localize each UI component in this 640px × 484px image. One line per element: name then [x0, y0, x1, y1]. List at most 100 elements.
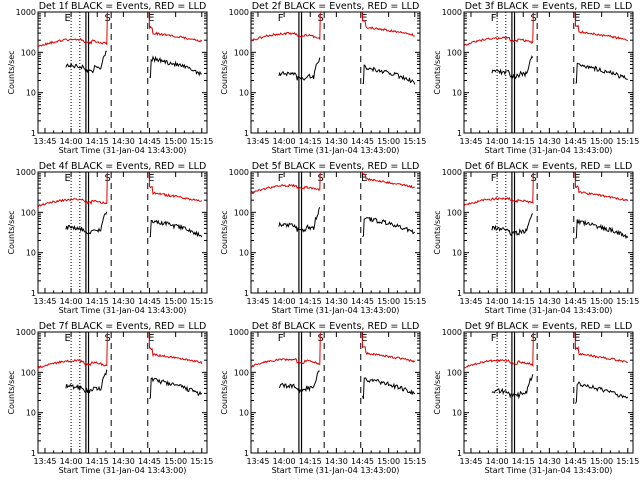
x-tick-label: 15:15: [616, 137, 639, 146]
x-tick-label: 15:15: [616, 297, 639, 306]
x-tick-label: 14:15: [512, 297, 535, 306]
x-tick-label: 14:45: [138, 457, 161, 466]
y-tick-label: 100: [234, 368, 249, 377]
segment-marker-e: E: [361, 333, 367, 344]
x-tick-label: 14:00: [486, 457, 509, 466]
y-axis-label: Counts/sec: [433, 210, 442, 254]
segment-marker-f: F: [278, 173, 284, 184]
x-tick-label: 14:45: [138, 137, 161, 146]
y-tick-label: 100: [21, 208, 36, 217]
x-axis-label: Start Time (31-Jan-04 13:43:00): [485, 306, 613, 315]
x-tick-label: 14:30: [325, 457, 348, 466]
segment-marker-e: E: [64, 333, 70, 344]
x-tick-label: 14:15: [299, 457, 322, 466]
x-tick-label: 15:00: [377, 137, 400, 146]
plot-frame: [37, 11, 208, 134]
x-tick-label: 13:45: [33, 457, 56, 466]
x-axis-label: Start Time (31-Jan-04 13:43:00): [485, 466, 613, 475]
plot-frame: [250, 171, 421, 294]
segment-marker-f: F: [491, 333, 497, 344]
y-tick-label: 1000: [229, 8, 249, 17]
x-tick-label: 14:45: [351, 297, 374, 306]
x-tick-label: 15:15: [616, 457, 639, 466]
x-axis-label: Start Time (31-Jan-04 13:43:00): [59, 306, 187, 315]
x-axis-label: Start Time (31-Jan-04 13:43:00): [59, 146, 187, 155]
x-axis-label: Start Time (31-Jan-04 13:43:00): [59, 466, 187, 475]
y-tick-label: 10: [26, 409, 36, 418]
x-axis-label: Start Time (31-Jan-04 13:43:00): [485, 146, 613, 155]
panel-2: Det 2f BLACK = Events, RED = LLD 1 10 100 10…: [220, 1, 426, 155]
series-lld: [251, 332, 416, 368]
y-tick-label: 10: [26, 249, 36, 258]
y-tick-label: 1000: [16, 8, 36, 17]
y-axis-label: Counts/sec: [220, 50, 229, 94]
panel-8: Det 8f BLACK = Events, RED = LLD 1 10 100 10…: [220, 321, 426, 475]
series-lld: [464, 12, 629, 47]
y-tick-label: 100: [234, 48, 249, 57]
x-tick-label: 14:15: [299, 297, 322, 306]
plot-frame: [37, 171, 208, 294]
x-tick-label: 13:45: [459, 297, 482, 306]
x-tick-label: 14:00: [486, 137, 509, 146]
x-tick-label: 13:45: [33, 297, 56, 306]
y-axis-label: Counts/sec: [220, 210, 229, 254]
x-tick-label: 14:00: [60, 137, 83, 146]
x-tick-label: 14:45: [351, 457, 374, 466]
x-tick-label: 14:00: [60, 457, 83, 466]
series-events: [491, 374, 629, 404]
y-tick-label: 100: [21, 368, 36, 377]
chart-title: Det 4f BLACK = Events, RED = LLD: [39, 161, 207, 172]
series-lld: [38, 172, 203, 208]
chart-title: Det 9f BLACK = Events, RED = LLD: [465, 321, 633, 332]
plot-frame: [250, 331, 421, 454]
x-tick-label: 13:45: [246, 457, 269, 466]
x-tick-label: 14:00: [60, 297, 83, 306]
x-tick-label: 15:00: [377, 457, 400, 466]
series-lld: [251, 12, 415, 42]
x-tick-label: 14:15: [86, 297, 109, 306]
x-tick-label: 15:15: [403, 137, 426, 146]
segment-marker-f: F: [278, 333, 284, 344]
y-axis-label: Counts/sec: [7, 370, 16, 414]
y-tick-label: 100: [234, 208, 249, 217]
y-tick-label: 1: [457, 449, 462, 458]
y-tick-label: 10: [26, 89, 36, 98]
y-tick-label: 1: [244, 289, 249, 298]
chart-title: Det 3f BLACK = Events, RED = LLD: [465, 1, 633, 12]
x-tick-label: 15:15: [190, 137, 213, 146]
x-tick-label: 14:45: [138, 297, 161, 306]
x-tick-label: 15:15: [403, 457, 426, 466]
chart-title: Det 5f BLACK = Events, RED = LLD: [252, 161, 420, 172]
y-tick-label: 1: [457, 129, 462, 138]
y-tick-label: 1000: [16, 168, 36, 177]
panel-9: Det 9f BLACK = Events, RED = LLD 1 10 100 10…: [433, 321, 639, 475]
x-tick-label: 15:00: [590, 457, 613, 466]
segment-marker-f: F: [278, 13, 284, 24]
x-tick-label: 14:30: [538, 457, 561, 466]
x-tick-label: 13:45: [33, 137, 56, 146]
x-tick-label: 14:30: [112, 457, 135, 466]
y-tick-label: 100: [447, 48, 462, 57]
x-tick-label: 14:45: [564, 137, 587, 146]
plot-frame: [250, 11, 421, 134]
series-events: [278, 370, 416, 399]
segment-marker-e: E: [148, 173, 154, 184]
panel-4: Det 4f BLACK = Events, RED = LLD 1 10 100 10…: [7, 161, 213, 315]
x-tick-label: 14:30: [325, 137, 348, 146]
y-tick-label: 10: [452, 249, 462, 258]
x-tick-label: 14:30: [325, 297, 348, 306]
panel-5: Det 5f BLACK = Events, RED = LLD 1 10 100 10…: [220, 161, 426, 315]
y-axis-label: Counts/sec: [433, 50, 442, 94]
segment-marker-f: F: [491, 13, 497, 24]
x-tick-label: 14:15: [512, 137, 535, 146]
x-tick-label: 14:00: [273, 137, 296, 146]
x-tick-label: 13:45: [246, 137, 269, 146]
x-tick-label: 14:15: [86, 137, 109, 146]
plot-frame: [37, 331, 208, 454]
x-tick-label: 14:45: [564, 457, 587, 466]
x-tick-label: 15:00: [377, 297, 400, 306]
x-tick-label: 14:30: [538, 137, 561, 146]
y-tick-label: 1: [31, 289, 36, 298]
y-tick-label: 100: [447, 368, 462, 377]
